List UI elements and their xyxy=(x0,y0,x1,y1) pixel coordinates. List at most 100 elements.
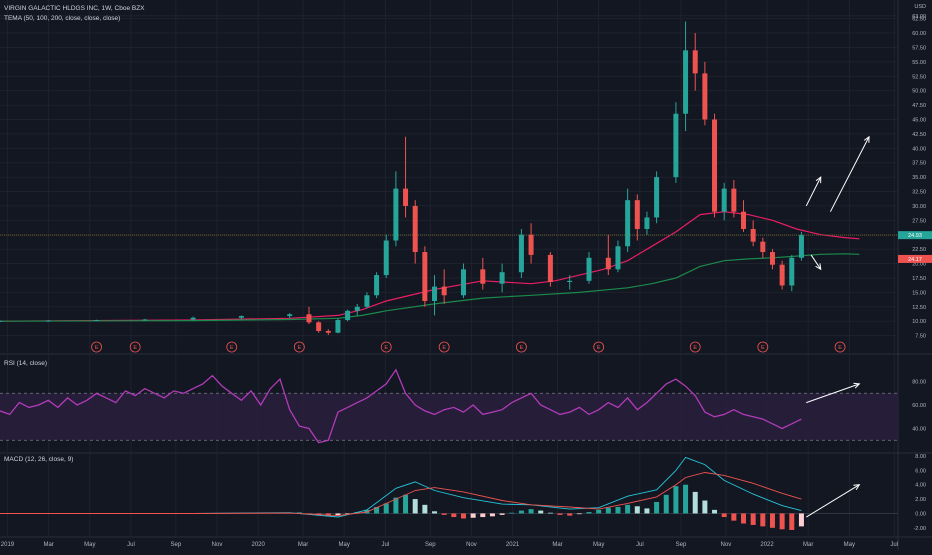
macd-histogram-bar xyxy=(779,513,785,530)
macd-histogram-bar xyxy=(393,497,399,514)
macd-histogram-bar xyxy=(354,512,360,514)
x-tick-label: Sep xyxy=(425,542,436,548)
macd-histogram-bar xyxy=(702,500,708,514)
price-tick-label: 12.50 xyxy=(912,305,926,311)
macd-histogram-bar xyxy=(518,510,524,514)
candle-body xyxy=(702,73,708,120)
price-tick-label: 27.50 xyxy=(912,218,926,224)
earnings-marker-label: E xyxy=(693,345,697,351)
candle-body xyxy=(422,252,428,302)
candle-body xyxy=(325,330,331,333)
price-tick-label: 37.50 xyxy=(912,161,926,167)
x-tick-label: Mar xyxy=(298,542,308,548)
macd-tick-label: 2.00 xyxy=(915,497,926,503)
x-tick-label: May xyxy=(339,542,350,548)
candle-body xyxy=(644,217,650,229)
macd-tick-label: 6.00 xyxy=(915,468,926,474)
candle-body xyxy=(354,306,360,311)
earnings-marker-label: E xyxy=(442,345,446,351)
macd-histogram-bar xyxy=(499,513,505,515)
macd-histogram-bar xyxy=(489,513,495,517)
candle-body xyxy=(615,246,621,270)
macd-histogram-bar xyxy=(741,513,747,524)
candle-body xyxy=(683,50,689,114)
price-tick-label: 50.00 xyxy=(912,89,926,95)
macd-pane-label[interactable]: MACD (12, 26, close, 9) xyxy=(4,456,74,463)
candle-body xyxy=(432,286,438,302)
earnings-marker-label: E xyxy=(95,345,99,351)
macd-histogram-bar xyxy=(374,506,380,514)
macd-tick-label: 8.00 xyxy=(915,454,926,460)
candle-body xyxy=(789,257,795,286)
earnings-marker xyxy=(293,341,305,353)
macd-histogram-bar xyxy=(721,513,727,518)
rsi-pane-label[interactable]: RSI (14, close) xyxy=(4,360,47,367)
symbol-title[interactable]: VIRGIN GALACTIC HLDGS INC, 1W, Cboe BZX xyxy=(4,5,145,12)
price-tick-label: 15.00 xyxy=(912,290,926,296)
last-price-badge-bg xyxy=(898,231,932,240)
macd-histogram-bar xyxy=(692,491,698,514)
candle-body xyxy=(403,188,409,206)
x-tick-label: Nov xyxy=(466,542,477,548)
rsi-pane xyxy=(0,368,898,444)
price-axis-unit: USD xyxy=(914,4,926,10)
macd-histogram-bar xyxy=(596,509,602,514)
price-tick-label: 22.50 xyxy=(912,247,926,253)
x-tick-label: Jul xyxy=(890,542,898,548)
macd-histogram-bar xyxy=(663,494,669,514)
candle-body xyxy=(306,314,312,323)
rsi-arrow-1 xyxy=(806,383,860,404)
candle-body xyxy=(712,119,718,212)
candle-body xyxy=(547,254,553,282)
x-tick-label: Nov xyxy=(212,542,223,548)
macd-histogram-bar xyxy=(605,507,611,514)
candle-body xyxy=(760,241,766,253)
earnings-marker xyxy=(226,341,238,353)
x-tick-label: May xyxy=(593,542,604,548)
price-arrow-3-head xyxy=(815,263,822,271)
price-tick-label: 35.00 xyxy=(912,175,926,181)
price-arrow-1 xyxy=(805,176,822,207)
macd-histogram-bar xyxy=(432,511,438,514)
price-tick-label: 55.00 xyxy=(912,60,926,66)
macd-histogram-bar xyxy=(441,513,447,515)
x-tick-label: May xyxy=(84,542,95,548)
macd-histogram-bar xyxy=(615,506,621,514)
candle-body xyxy=(625,200,631,247)
candle-body xyxy=(94,320,100,322)
macd-histogram-bar xyxy=(634,506,640,514)
macd-tick-label: -2.00 xyxy=(913,526,926,532)
price-arrow-1-head xyxy=(815,176,822,184)
x-tick-label: May xyxy=(844,542,855,548)
candle-body xyxy=(364,295,370,307)
earnings-marker xyxy=(380,341,392,353)
earnings-marker xyxy=(129,341,141,353)
x-tick-label: Jul xyxy=(636,542,644,548)
macd-histogram-bar xyxy=(576,513,582,515)
candle-body xyxy=(480,269,486,284)
macd-histogram-bar xyxy=(451,513,457,518)
price-tick-label: 17.50 xyxy=(912,276,926,282)
earnings-marker xyxy=(91,341,102,353)
x-tick-label: Mar xyxy=(43,542,53,548)
x-tick-label: 2022 xyxy=(760,542,774,548)
x-tick-label: Jul xyxy=(127,542,135,548)
earnings-marker xyxy=(757,341,769,353)
earnings-marker xyxy=(593,341,605,353)
candle-body xyxy=(634,200,640,229)
price-tick-label: 52.50 xyxy=(912,74,926,80)
rsi-tick-label: 60.00 xyxy=(912,403,926,409)
earnings-marker xyxy=(516,341,527,353)
tema-line-1 xyxy=(0,211,860,322)
price-tick-label: 47.50 xyxy=(912,103,926,109)
price-tick-label: 7.50 xyxy=(915,334,926,340)
candle-body xyxy=(45,320,51,322)
macd-histogram-bar xyxy=(586,512,592,514)
tema-indicator-label[interactable]: TEMA (50, 100, 200, close, close, close) xyxy=(4,15,121,22)
macd-histogram-bar xyxy=(345,513,351,515)
rsi-band xyxy=(0,393,898,441)
candle-body xyxy=(142,319,148,321)
macd-histogram-bar xyxy=(567,513,573,516)
x-tick-label: Jul xyxy=(382,542,390,548)
